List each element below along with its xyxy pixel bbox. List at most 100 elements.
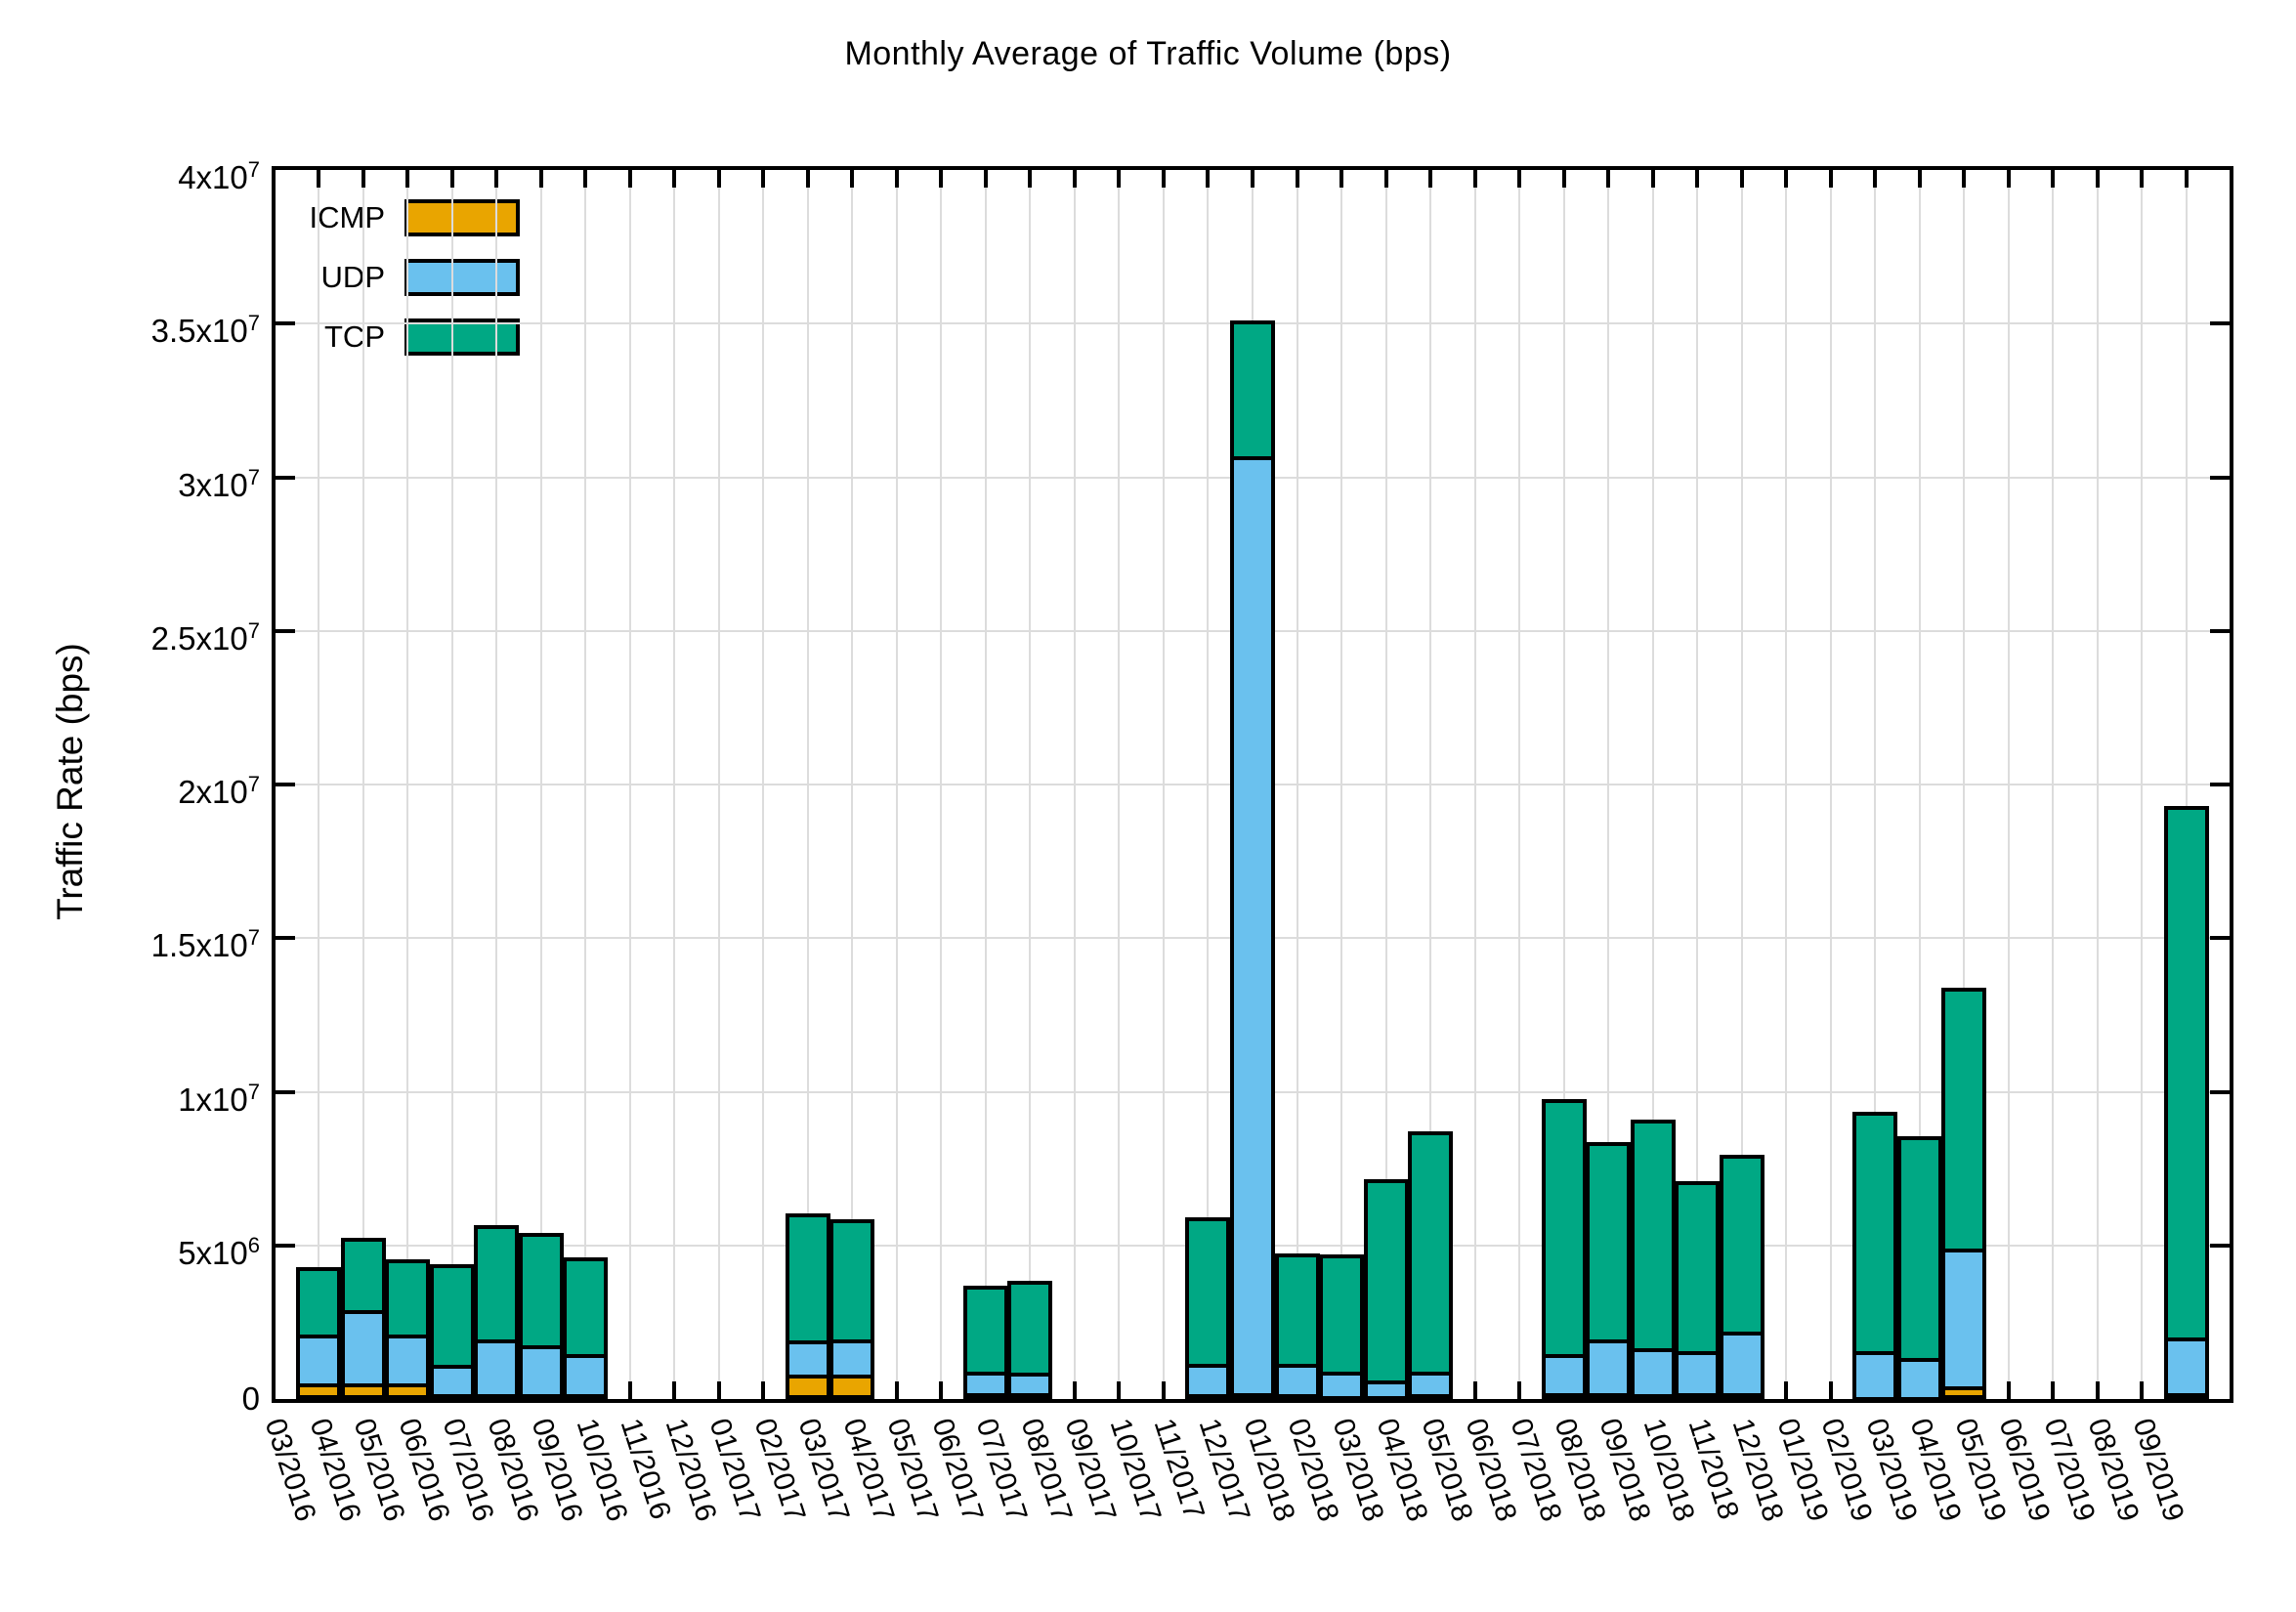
y-tick-label: 3x107	[178, 464, 260, 503]
y-tick-label: 0	[241, 1380, 260, 1417]
bar-segment-tcp-09-2018	[1630, 1119, 1676, 1353]
x-tick-mark	[2140, 170, 2145, 188]
x-tick-mark	[1739, 170, 1744, 188]
bar-segment-tcp-04-2019	[1941, 987, 1987, 1252]
bar-segment-tcp-12-2017	[1230, 320, 1275, 460]
x-tick-mark	[716, 1381, 721, 1399]
bar-segment-udp-02-2017	[785, 1340, 830, 1379]
x-tick-mark	[1606, 170, 1611, 188]
bar-segment-udp-03-2017	[829, 1338, 875, 1379]
bar-segment-udp-07-2018	[1541, 1354, 1587, 1397]
y-tick-mark	[276, 475, 295, 480]
y-tick-mark	[2210, 628, 2230, 633]
legend-row-icmp: ICMP	[276, 199, 520, 236]
bar-segment-udp-07-2017	[1007, 1373, 1053, 1397]
x-tick-mark	[1117, 170, 1122, 188]
bar-segment-tcp-09-2016	[563, 1257, 609, 1359]
x-tick-mark	[805, 170, 810, 188]
bar-segment-udp-04-2016	[340, 1309, 386, 1388]
x-tick-mark	[1383, 170, 1388, 188]
y-tick-mark	[276, 628, 295, 633]
y-tick-mark	[2210, 321, 2230, 326]
x-tick-mark	[1828, 1381, 1833, 1399]
x-tick-mark	[627, 1381, 632, 1399]
bar-segment-udp-06-2016	[429, 1365, 475, 1399]
x-tick-mark	[983, 170, 988, 188]
x-tick-mark	[939, 170, 944, 188]
bar-segment-tcp-07-2018	[1541, 1099, 1587, 1359]
y-tick-label: 1.5x107	[150, 925, 260, 964]
bar-segment-udp-11-2017	[1185, 1363, 1231, 1399]
bar-segment-tcp-08-2018	[1586, 1142, 1632, 1343]
x-tick-mark	[494, 170, 499, 188]
x-tick-mark	[1117, 1381, 1122, 1399]
y-tick-mark	[2210, 783, 2230, 786]
bar-segment-tcp-06-2016	[429, 1263, 475, 1370]
x-tick-mark	[1472, 1381, 1477, 1399]
bar-segment-tcp-05-2016	[385, 1258, 431, 1338]
x-tick-mark	[2006, 170, 2011, 188]
bar-segment-tcp-03-2018	[1363, 1179, 1409, 1385]
x-tick-mark	[1339, 170, 1344, 188]
bar-segment-udp-09-2019	[2164, 1337, 2209, 1397]
x-tick-mark	[1251, 170, 1254, 188]
bar-segment-udp-08-2018	[1586, 1338, 1632, 1397]
y-tick-mark	[2210, 475, 2230, 480]
bar-segment-tcp-02-2017	[785, 1212, 830, 1345]
bar-segment-tcp-03-2016	[296, 1266, 341, 1338]
x-tick-mark	[1650, 170, 1655, 188]
x-tick-mark	[1917, 170, 1922, 188]
bar-segment-tcp-03-2019	[1896, 1136, 1942, 1362]
bar-segment-udp-05-2016	[385, 1334, 431, 1388]
x-tick-mark	[672, 170, 677, 188]
x-tick-mark	[1295, 170, 1299, 188]
y-tick-mark	[2210, 1089, 2230, 1094]
legend-label-icmp: ICMP	[309, 200, 386, 234]
y-tick-mark	[2210, 936, 2230, 941]
x-tick-mark	[1962, 170, 1967, 188]
x-tick-mark	[1517, 1381, 1522, 1399]
bar-segment-tcp-02-2019	[1852, 1111, 1898, 1356]
x-tick-mark	[2051, 1381, 2056, 1399]
x-tick-mark	[1206, 170, 1211, 188]
bar-segment-udp-04-2019	[1941, 1248, 1987, 1391]
y-tick-label: 5x106	[178, 1232, 260, 1271]
x-tick-mark	[627, 170, 632, 188]
y-tick-label: 2.5x107	[150, 617, 260, 657]
y-tick-label: 2x107	[178, 772, 260, 810]
x-tick-mark	[538, 170, 543, 188]
x-tick-mark	[1072, 170, 1077, 188]
plot-area: ICMP UDP TCP	[272, 166, 2233, 1403]
x-tick-mark	[361, 170, 365, 188]
x-tick-mark	[449, 170, 454, 188]
bar-segment-udp-02-2019	[1852, 1351, 1898, 1402]
x-tick-mark	[1161, 1381, 1166, 1399]
x-tick-mark	[1873, 170, 1878, 188]
x-tick-mark	[761, 170, 766, 188]
y-tick-mark	[276, 783, 295, 786]
x-tick-mark	[1028, 170, 1033, 188]
x-tick-mark	[583, 170, 588, 188]
bar-segment-tcp-01-2018	[1274, 1252, 1320, 1368]
x-tick-mark	[2051, 170, 2056, 188]
x-tick-mark	[2140, 1381, 2145, 1399]
y-tick-mark	[276, 1243, 295, 1248]
legend-swatch-udp	[404, 259, 520, 296]
x-tick-mark	[1561, 170, 1566, 188]
bar-segment-icmp-03-2017	[829, 1374, 875, 1399]
x-tick-mark	[850, 170, 855, 188]
bar-segment-udp-10-2018	[1675, 1351, 1721, 1397]
bar-segment-tcp-09-2019	[2164, 806, 2209, 1342]
bar-segment-udp-08-2016	[518, 1344, 564, 1399]
x-tick-mark	[761, 1381, 766, 1399]
x-tick-mark	[1828, 170, 1833, 188]
x-tick-mark	[2185, 170, 2189, 188]
bar-segment-tcp-04-2016	[340, 1237, 386, 1314]
legend-row-tcp: TCP	[276, 318, 520, 356]
x-tick-mark	[1472, 170, 1477, 188]
x-tick-mark	[1695, 170, 1700, 188]
bar-segment-udp-03-2019	[1896, 1357, 1942, 1402]
bar-segment-udp-09-2016	[563, 1354, 609, 1399]
bar-segment-udp-02-2018	[1319, 1371, 1365, 1400]
